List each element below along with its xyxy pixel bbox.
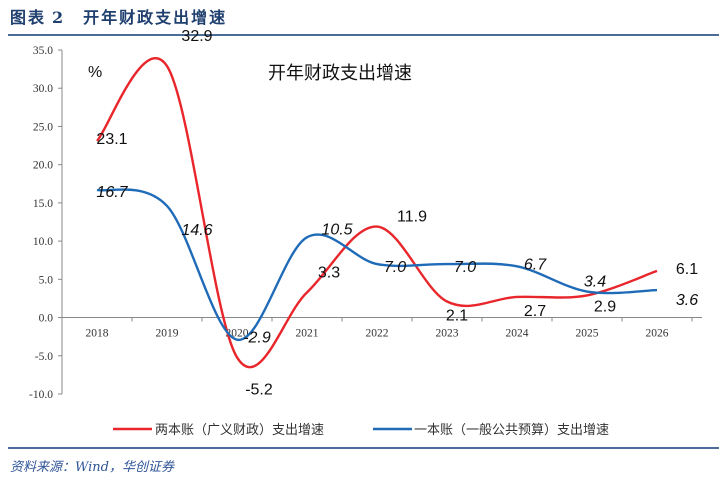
y-tick-label: -5.0	[35, 351, 53, 363]
data-label: 11.9	[397, 209, 427, 226]
y-tick-label: 35.0	[33, 45, 53, 57]
line-chart: -10.0 -5.0 0.0 5.0 10.0 15.0 20.0 25.0 30.0 35.0 2…	[29, 28, 702, 438]
data-label: 23.1	[96, 131, 127, 148]
data-label: 16.7	[96, 184, 128, 201]
y-tick-label: 5.0	[39, 274, 54, 286]
x-tick-label: 2026	[646, 328, 669, 340]
legend-label-blue: 一本账（一般公共预算）支出增速	[414, 422, 609, 438]
y-tick-label: 10.0	[33, 236, 53, 248]
data-label: 2.7	[524, 303, 546, 320]
footer-rule	[8, 447, 719, 449]
legend-label-red: 两本账（广义财政）支出增速	[155, 423, 324, 438]
data-label: 6.1	[676, 261, 698, 278]
data-label: 6.7	[524, 256, 547, 273]
y-unit-label: %	[88, 64, 102, 81]
data-label: 7.0	[384, 259, 406, 276]
chart-title: 开年财政支出增速	[268, 63, 412, 84]
data-label: 32.9	[181, 28, 212, 45]
figure-header: 图表 2 开年财政支出增速	[10, 4, 227, 28]
data-label: 3.6	[676, 292, 698, 309]
x-tick-label: 2019	[156, 328, 179, 340]
x-tick-label: 2018	[86, 328, 109, 340]
y-tick-label: -10.0	[29, 389, 53, 401]
y-tick-label: 15.0	[33, 198, 53, 210]
x-tick-label: 2022	[366, 328, 389, 340]
data-label: 2.1	[446, 308, 468, 325]
figure-number: 2	[52, 8, 66, 27]
series-line-1	[96, 188, 658, 341]
header-rule	[8, 34, 719, 36]
data-label: 10.5	[321, 221, 352, 238]
x-tick-label: 2023	[436, 328, 459, 340]
x-tick-label: 2024	[506, 328, 529, 340]
data-label: 3.4	[584, 274, 606, 291]
y-tick-label: 20.0	[33, 160, 53, 172]
data-label: 3.3	[318, 264, 340, 281]
x-tick-label: 2025	[576, 328, 599, 340]
figure-prefix: 图表	[10, 8, 47, 27]
figure-title: 开年财政支出增速	[83, 8, 228, 27]
y-tick-label: 30.0	[33, 83, 53, 95]
data-label: 7.0	[454, 259, 476, 276]
y-tick-label: 25.0	[33, 121, 53, 133]
data-label: -2.9	[243, 330, 271, 347]
data-label: 14.6	[181, 222, 212, 239]
x-tick-label: 2021	[296, 328, 319, 340]
source-note: 资料来源：Wind，华创证券	[10, 460, 174, 475]
y-tick-label: 0.0	[39, 313, 54, 325]
data-label: -5.2	[245, 381, 273, 398]
data-label: 2.9	[594, 298, 616, 315]
series-line-0	[96, 57, 658, 369]
